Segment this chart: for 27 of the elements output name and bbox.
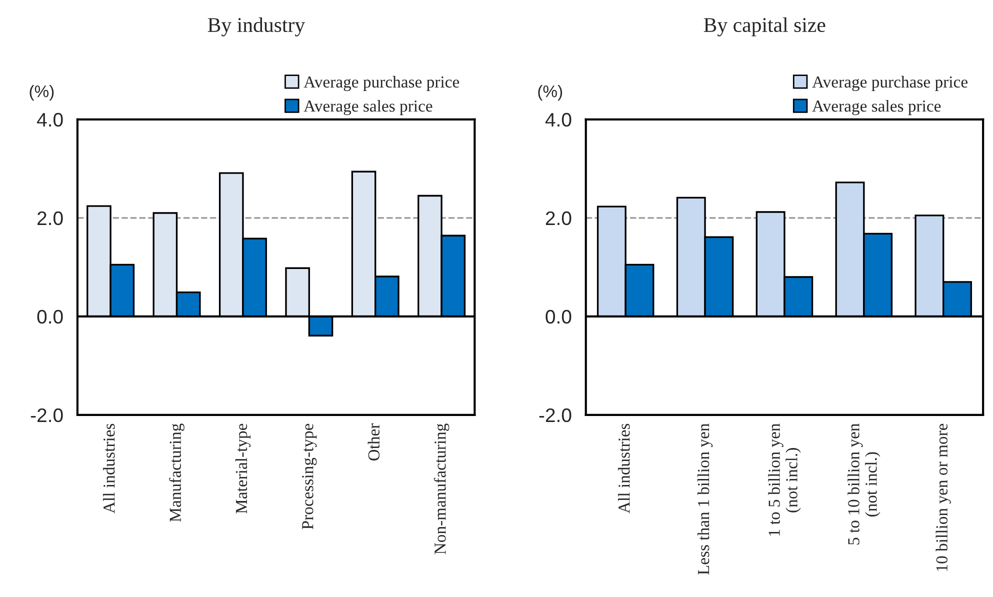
y-tick-label: 2.0 xyxy=(546,211,572,226)
legend-label: Average purchase price xyxy=(812,76,968,92)
y-axis-title: (%) xyxy=(538,85,562,101)
legend-label: Average sales price xyxy=(304,100,432,116)
x-tick-label: All industries xyxy=(102,424,115,514)
x-tick-label: Processing-type xyxy=(302,424,317,530)
legend-label: Average purchase price xyxy=(304,76,460,92)
x-tick-label: 1 to 5 billion yen (not incl.) xyxy=(768,424,801,536)
y-tick-label: 0.0 xyxy=(37,310,63,324)
x-tick-label: All industries xyxy=(618,424,630,514)
y-tick-label: 2.0 xyxy=(38,211,63,226)
legend-label: Average sales price xyxy=(812,100,941,116)
x-tick-label: 5 to 10 billion yen (not incl.) xyxy=(848,424,880,544)
x-tick-label: Non-manufacturing xyxy=(434,424,450,554)
x-tick-label: Less than 1 billion yen xyxy=(697,424,713,575)
y-tick-label: 4.0 xyxy=(36,112,63,127)
y-tick-label: 0.0 xyxy=(546,310,572,324)
y-tick-label: -2.0 xyxy=(30,408,63,422)
x-tick-label: Manufacturing xyxy=(169,424,184,522)
x-tick-label: 10 billion yen or more xyxy=(936,424,951,571)
x-tick-label: Other xyxy=(368,423,380,461)
x-tick-label: Material-type xyxy=(235,424,251,514)
y-axis-title: (%) xyxy=(30,85,54,101)
y-tick-label: -2.0 xyxy=(539,408,572,422)
y-tick-label: 4.0 xyxy=(545,112,572,127)
chart-title: By industry xyxy=(208,17,306,36)
chart-title: By capital size xyxy=(704,17,826,36)
